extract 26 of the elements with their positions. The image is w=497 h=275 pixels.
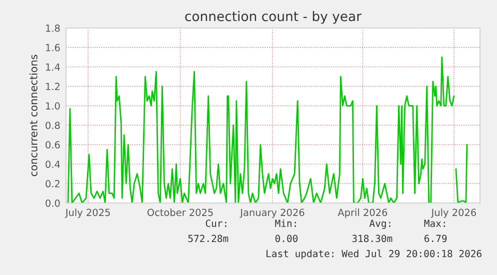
x-tick-label: July 2026 (430, 208, 476, 218)
y-tick-label: 0.0 (46, 199, 60, 207)
text: Last update: Wed Jul 29 20:00:18 2026 (266, 250, 482, 260)
text: Max: (424, 220, 445, 228)
y-tick-label: 1.8 (46, 24, 60, 32)
y-tick-label: 1.6 (46, 44, 60, 52)
x-tick-label: January 2026 (240, 208, 304, 218)
text: Avg: (369, 220, 390, 229)
x-tick-label: April 2026 (338, 208, 388, 218)
y-tick-label: 0.2 (46, 180, 60, 188)
y-axis-title: concurrent connections (29, 54, 38, 176)
y-tick-label: 0.6 (46, 141, 60, 148)
x-tick-label: July 2025 (64, 208, 110, 218)
text: 6.79 (424, 234, 447, 242)
y-tick-label: 1.0 (46, 102, 60, 110)
text: 318.30m (352, 234, 392, 242)
text: Min: (275, 219, 296, 227)
x-tick-label: October 2025 (147, 208, 213, 216)
text: 572.28m (188, 234, 228, 242)
text: Cur: (206, 220, 226, 228)
y-tick-label: 1.2 (46, 82, 60, 90)
text: 0.00 (275, 234, 298, 242)
y-tick-label: 1.4 (46, 63, 60, 71)
y-tick-label: 0.8 (46, 122, 60, 130)
chart-title: connection count - by year (185, 11, 362, 24)
y-tick-label: 0.4 (46, 160, 60, 168)
